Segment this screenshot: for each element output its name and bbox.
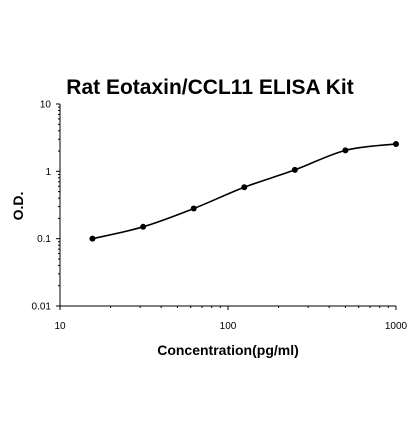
y-tick-label: 1 [45,167,51,178]
data-point [241,184,248,191]
data-point [342,147,349,154]
x-tick-label: 1000 [385,321,408,332]
x-tick-label: 100 [220,321,237,332]
y-tick-label: 0.01 [32,302,52,313]
data-point [140,223,147,230]
standard-curve-line [92,143,397,240]
y-axis-label: O.D. [10,191,26,221]
data-point [291,166,298,173]
chart-title: Rat Eotaxin/CCL11 ELISA Kit [66,76,354,99]
y-tick-label: 0.1 [37,234,51,245]
data-point [393,140,399,147]
x-tick-label: 10 [54,321,66,332]
x-axis-label: Concentration(pg/ml) [157,342,299,358]
y-tick-label: 10 [40,100,52,111]
data-point [89,235,96,242]
data-point [190,205,197,212]
